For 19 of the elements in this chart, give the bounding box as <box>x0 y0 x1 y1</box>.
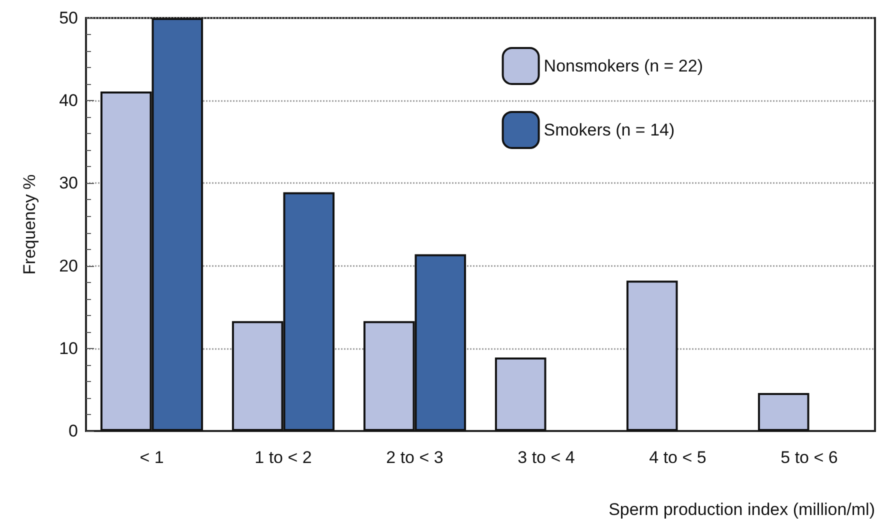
bar <box>494 357 546 431</box>
x-tick-label: 5 to < 6 <box>780 448 838 467</box>
x-tick-label: < 1 <box>140 448 164 467</box>
legend-label: Smokers (n = 14) <box>544 120 675 140</box>
x-axis-title: Sperm production index (million/ml) <box>608 500 875 519</box>
x-tick-label: 1 to < 2 <box>254 448 312 467</box>
bar <box>758 393 810 431</box>
y-tick-label: 30 <box>59 174 78 193</box>
y-axis-title: Frequency % <box>20 174 39 275</box>
y-tick-label: 20 <box>59 256 78 276</box>
y-tick-label: 40 <box>59 91 78 110</box>
y-tick-label: 50 <box>59 8 78 28</box>
legend-label: Nonsmokers (n = 22) <box>544 56 703 76</box>
x-tick-label: 3 to < 4 <box>518 448 575 467</box>
x-tick-label: 2 to < 3 <box>386 448 444 467</box>
bar <box>626 280 678 431</box>
y-tick-label: 0 <box>68 422 78 440</box>
x-tick-label: 4 to < 5 <box>649 448 706 467</box>
y-tick-label: 10 <box>59 338 78 358</box>
